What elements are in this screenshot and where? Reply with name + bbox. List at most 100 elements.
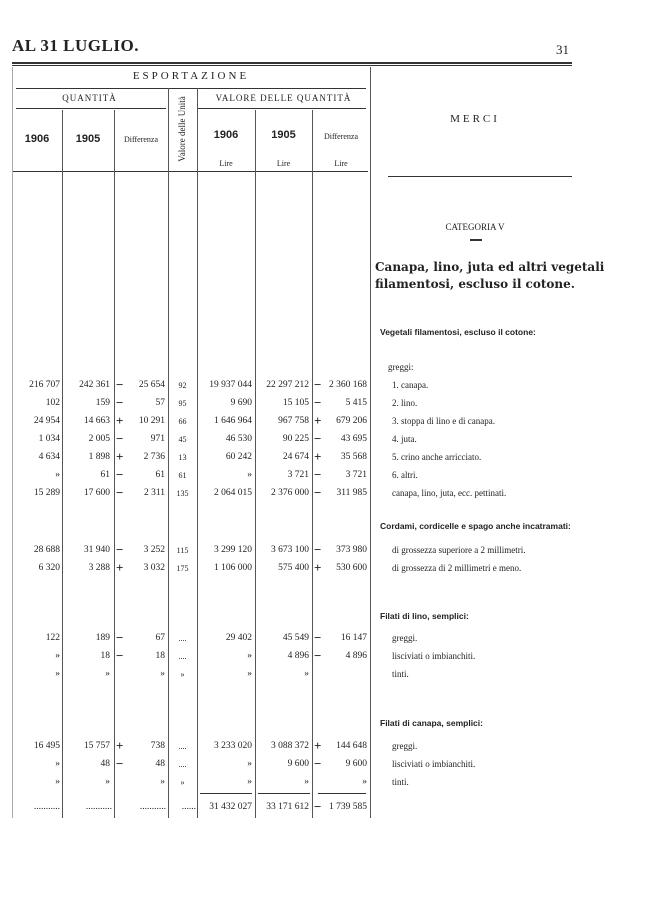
- merce-label: lisciviati o imbianchiti.: [392, 759, 476, 769]
- value-diff: 16 147: [340, 633, 367, 643]
- value-1905: 9 600: [287, 759, 309, 769]
- merce-label: tinti.: [392, 669, 409, 679]
- value-1905: 3 721: [287, 470, 309, 480]
- qty-diff-sign: −: [116, 648, 124, 663]
- qty-1906: 1 034: [38, 434, 60, 444]
- qty-1906: »: [55, 759, 60, 769]
- merce-label: di grossezza superiore a 2 millimetri.: [392, 545, 526, 555]
- section-heading: Cordami, cordicelle e spago anche incatr…: [380, 521, 571, 531]
- qty-1906: »: [55, 669, 60, 679]
- rule: [198, 108, 366, 109]
- value-1905: 3 673 100: [271, 545, 309, 555]
- qty-1905: 2 005: [88, 434, 110, 444]
- qty-diff: 3 252: [143, 545, 165, 555]
- unit-value: »: [180, 670, 185, 679]
- unit-value: 95: [178, 399, 187, 408]
- qty-diff-sign: +: [116, 449, 124, 464]
- top-rule: [12, 62, 572, 64]
- section-heading: Vegetali filamentosi, escluso il cotone:: [380, 327, 536, 337]
- qty-diff-sign: −: [116, 485, 124, 500]
- top-rule-thin: [12, 65, 572, 66]
- q-year1905-header: 1905: [75, 133, 101, 145]
- value-1906: 1 646 964: [214, 416, 252, 426]
- total-rule: [200, 793, 252, 794]
- qty-diff: »: [160, 777, 165, 787]
- total-leader: ...........: [85, 802, 112, 812]
- total-diff-sign: −: [314, 799, 322, 814]
- qty-1905: 242 361: [79, 380, 110, 390]
- column-divider: [255, 110, 256, 818]
- v-year1905-header: 1905: [271, 129, 296, 141]
- total-value-1906: 31 432 027: [209, 802, 252, 812]
- qty-1906: 16 495: [33, 741, 60, 751]
- qty-diff: 10 291: [138, 416, 165, 426]
- total-value-diff: 1 739 585: [329, 802, 367, 812]
- valore-unita-label: Valore delle Unità: [177, 96, 187, 162]
- qty-1905: 159: [95, 398, 110, 408]
- valore-unita-header: Valore delle Unità: [168, 88, 196, 170]
- qty-diff-sign: −: [116, 377, 124, 392]
- category-title-line2: filamentosi, escluso il cotone.: [375, 277, 575, 291]
- v-diff-header: Differenza: [323, 132, 359, 141]
- lire-label: Lire: [334, 159, 348, 168]
- value-diff: 2 360 168: [329, 380, 367, 390]
- unit-value: ....: [178, 760, 187, 769]
- qty-diff: 67: [155, 633, 166, 643]
- v-year1906-header: 1906: [213, 129, 239, 141]
- value-1906: »: [247, 759, 252, 769]
- page-title: AL 31 LUGLIO.: [12, 36, 139, 55]
- value-diff-sign: −: [314, 756, 322, 771]
- merce-label: 6. altri.: [392, 470, 418, 480]
- qty-1905: 17 600: [83, 488, 110, 498]
- value-1906: 46 530: [225, 434, 252, 444]
- value-diff: 43 695: [340, 434, 367, 444]
- rule: [16, 88, 366, 89]
- value-1906: 60 242: [225, 452, 252, 462]
- rule: [16, 108, 166, 109]
- unit-value: 115: [176, 546, 189, 555]
- qty-diff-sign: −: [116, 467, 124, 482]
- total-leader: ......: [181, 802, 196, 812]
- qty-1905: 61: [100, 470, 111, 480]
- qty-diff: 48: [155, 759, 166, 769]
- qty-1906: 122: [45, 633, 60, 643]
- value-diff-sign: −: [314, 395, 322, 410]
- value-diff: 530 600: [336, 563, 367, 573]
- value-diff: 9 600: [345, 759, 367, 769]
- value-diff: 3 721: [345, 470, 367, 480]
- merce-label: greggi.: [392, 741, 418, 751]
- qty-1906: »: [55, 651, 60, 661]
- qty-1905: »: [105, 777, 110, 787]
- value-diff-sign: −: [314, 377, 322, 392]
- esportazione-header: ESPORTAZIONE: [132, 70, 250, 82]
- page-number: 31: [556, 42, 569, 57]
- value-1905: 24 674: [282, 452, 309, 462]
- qty-1905: 18: [100, 651, 111, 661]
- column-divider: [370, 67, 371, 818]
- value-1905: 45 549: [282, 633, 309, 643]
- value-1906: »: [247, 651, 252, 661]
- total-value-1905: 33 171 612: [266, 802, 309, 812]
- qty-diff-sign: −: [116, 756, 124, 771]
- value-diff: 35 568: [340, 452, 367, 462]
- unit-value: 92: [178, 381, 187, 390]
- unit-value: 45: [178, 435, 187, 444]
- value-diff-sign: +: [314, 738, 322, 753]
- value-diff-sign: −: [314, 542, 322, 557]
- total-leader: ...........: [139, 802, 166, 812]
- qty-1906: 15 289: [33, 488, 60, 498]
- merce-label: lisciviati o imbianchiti.: [392, 651, 476, 661]
- value-1906: 9 690: [230, 398, 252, 408]
- qty-diff: 2 311: [143, 488, 165, 498]
- qty-1905: 15 757: [83, 741, 110, 751]
- qty-diff: 25 654: [138, 380, 165, 390]
- merce-label: 3. stoppa di lino e di canapa.: [392, 416, 495, 426]
- quantita-header: QUANTITÀ: [62, 93, 117, 103]
- category-title: Canapa, lino, juta ed altri vegetali fil…: [375, 259, 604, 293]
- qty-diff: »: [160, 669, 165, 679]
- value-diff: 311 985: [336, 488, 367, 498]
- merci-header: MERCI: [450, 113, 500, 125]
- qty-1905: 3 288: [88, 563, 110, 573]
- merce-label: 2. lino.: [392, 398, 418, 408]
